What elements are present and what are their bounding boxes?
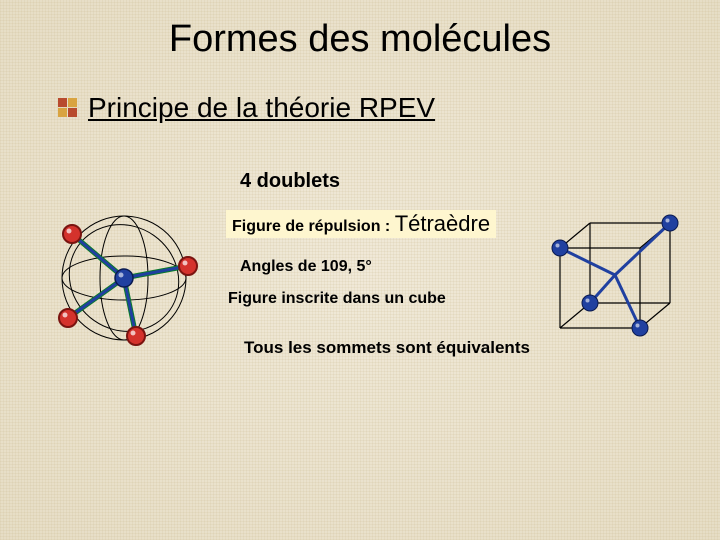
figure-repulsion-value: Tétraèdre — [395, 211, 490, 236]
angles-label: Angles de 109, 5° — [240, 258, 372, 276]
page-title: Formes des molécules — [0, 18, 720, 61]
cube-diagram — [540, 208, 690, 348]
equiv-label: Tous les sommets sont équivalents — [244, 338, 530, 358]
figure-repulsion-label: Figure de répulsion : — [232, 218, 395, 235]
slide: Formes des molécules Principe de la théo… — [0, 0, 720, 540]
figure-repulsion-row: Figure de répulsion : Tétraèdre — [226, 210, 496, 238]
sphere-diagram — [44, 208, 204, 348]
subtitle-row: Principe de la théorie RPEV — [58, 92, 435, 124]
inscrite-label: Figure inscrite dans un cube — [228, 290, 446, 308]
bullet-icon — [58, 98, 78, 118]
subtitle: Principe de la théorie RPEV — [88, 92, 435, 124]
doublets-label: 4 doublets — [240, 170, 340, 193]
